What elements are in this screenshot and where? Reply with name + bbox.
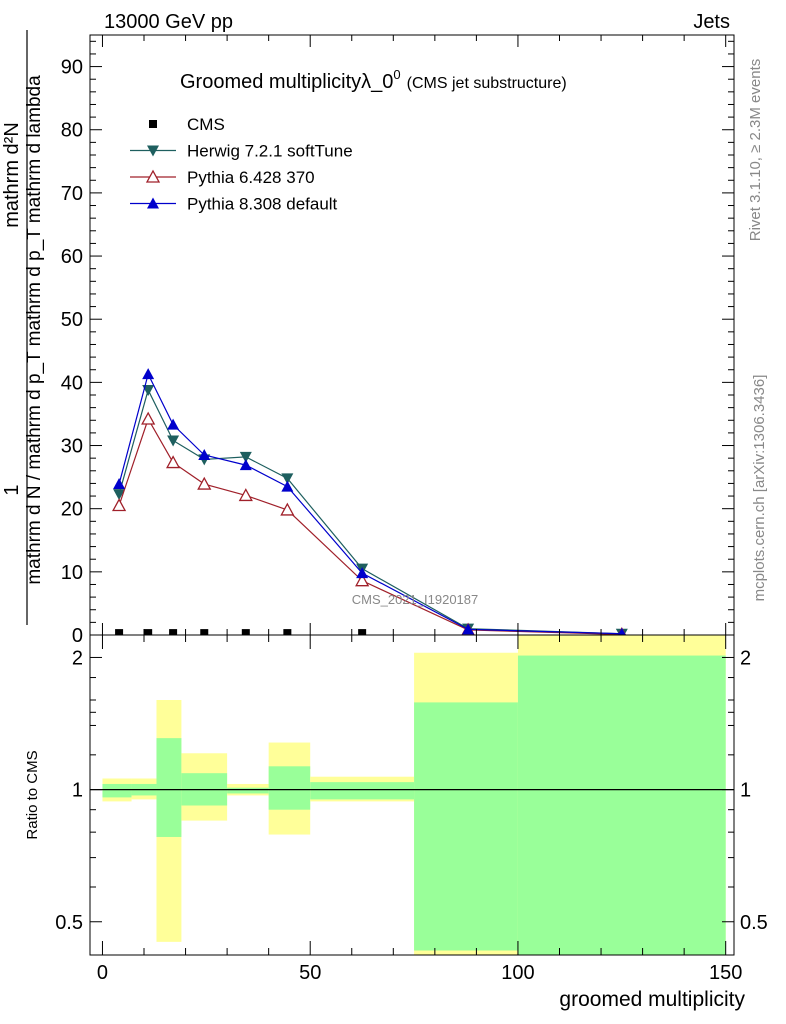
- legend-label-pythia8: Pythia 8.308 default: [187, 195, 338, 214]
- xtick-label: 100: [501, 962, 534, 984]
- data-point-pythia6: [355, 573, 370, 587]
- ratio-ytick-label-right: 1: [740, 780, 751, 802]
- ratio-bands: [90, 635, 734, 955]
- plot-title-suffix: (CMS jet substructure): [407, 75, 567, 92]
- ratio-ytick-label-right: 2: [740, 647, 751, 669]
- data-point-pythia8: [167, 418, 180, 430]
- xtick-label: 50: [299, 962, 321, 984]
- data-point-pythia6: [166, 455, 181, 469]
- legend: CMS Herwig 7.2.1 softTune Pythia 6.428 370…: [130, 115, 353, 214]
- data-point-cms: [358, 629, 367, 635]
- legend-marker-pythia8: [147, 197, 159, 209]
- data-point-pythia6: [280, 502, 295, 516]
- data-point-pythia6: [238, 488, 253, 502]
- top-series-group: [111, 368, 628, 635]
- data-point-herwig: [239, 451, 252, 463]
- legend-label-herwig: Herwig 7.2.1 softTune: [187, 142, 353, 161]
- data-point-pythia8: [462, 623, 475, 635]
- legend-label-cms: CMS: [187, 115, 225, 134]
- rivet-version-label: Rivet 3.1.10, ≥ 2.3M events: [747, 59, 764, 242]
- ylabel-numerator: 1: [1, 484, 23, 495]
- data-point-pythia8: [281, 480, 294, 492]
- top-ylabel: mathrm d²N 1 mathrm d N / mathrm d p_T m…: [1, 30, 45, 625]
- ytick-label: 60: [61, 246, 83, 268]
- data-point-cms: [144, 629, 153, 635]
- ylabel-denominator: mathrm d N / mathrm d p_T mathrm d p_T m…: [24, 75, 45, 585]
- ratio-ytick-label-left: 2: [72, 647, 83, 669]
- data-point-pythia8: [142, 368, 155, 380]
- ratio-band-inner: [268, 766, 311, 810]
- data-point-herwig: [167, 435, 180, 447]
- xtick-label: 150: [709, 962, 742, 984]
- xlabel: groomed multiplicity: [559, 988, 745, 1011]
- data-point-pythia8: [113, 478, 126, 490]
- legend-marker-herwig: [147, 145, 159, 157]
- ratio-ytick-label-left: 0.5: [55, 912, 83, 934]
- ratio-band-inner: [517, 655, 726, 955]
- data-point-pythia6: [141, 411, 156, 425]
- ratio-band-inner: [156, 738, 182, 837]
- xtick-label: 0: [97, 962, 108, 984]
- ytick-label: 40: [61, 372, 83, 394]
- data-point-pythia8: [356, 567, 369, 579]
- legend-marker-cms: [149, 120, 157, 128]
- ratio-ytick-label-right: 0.5: [740, 912, 768, 934]
- bottom-frame: [89, 634, 735, 956]
- legend-label-pythia6: Pythia 6.428 370: [187, 168, 315, 187]
- ytick-label: 10: [61, 562, 83, 584]
- ytick-label: 0: [72, 625, 83, 647]
- data-point-cms: [241, 629, 250, 635]
- data-point-cms: [169, 629, 178, 635]
- data-point-pythia6: [197, 476, 212, 490]
- data-point-herwig: [113, 489, 126, 501]
- data-point-pythia8: [617, 627, 626, 635]
- ytick-label: 30: [61, 436, 83, 458]
- top-axes: 0 10 20 30 40 50 60 70 80 90: [61, 34, 735, 647]
- data-point-pythia8: [198, 449, 211, 460]
- plot-title-sup: 0: [393, 67, 400, 82]
- ytick-label: 20: [61, 499, 83, 521]
- ytick-label: 90: [61, 57, 83, 79]
- bottom-axes: 0.5 0.5 1 1 2 2 0 50 100 150: [55, 634, 768, 984]
- ratio-band-inner: [102, 783, 132, 798]
- ratio-ylabel: Ratio to CMS: [24, 750, 41, 839]
- ylabel-numerator-top: mathrm d²N: [1, 122, 23, 228]
- plot-title: Groomed multiplicityλ_00 (CMS jet substru…: [180, 67, 567, 93]
- process-label: Jets: [693, 11, 730, 33]
- data-point-cms: [200, 629, 209, 635]
- ytick-label: 50: [61, 309, 83, 331]
- ratio-band-inner: [414, 702, 518, 951]
- data-point-herwig: [281, 473, 294, 485]
- data-point-cms: [115, 629, 124, 635]
- ratio-ytick-label-left: 1: [72, 780, 83, 802]
- legend-marker-pythia6: [145, 169, 161, 183]
- ratio-band-inner: [310, 782, 415, 800]
- plot-title-main: Groomed multiplicityλ_0: [180, 71, 393, 93]
- mcplots-label: mcplots.cern.ch [arXiv:1306.3436]: [751, 375, 768, 602]
- data-point-pythia6: [111, 498, 127, 512]
- ytick-label: 80: [61, 120, 83, 142]
- data-point-pythia8: [239, 459, 252, 471]
- watermark: CMS_2021_I1920187: [352, 592, 479, 607]
- data-point-cms: [283, 629, 292, 635]
- ratio-band-inner: [227, 787, 269, 794]
- energy-label: 13000 GeV pp: [104, 11, 233, 33]
- ytick-label: 70: [61, 183, 83, 205]
